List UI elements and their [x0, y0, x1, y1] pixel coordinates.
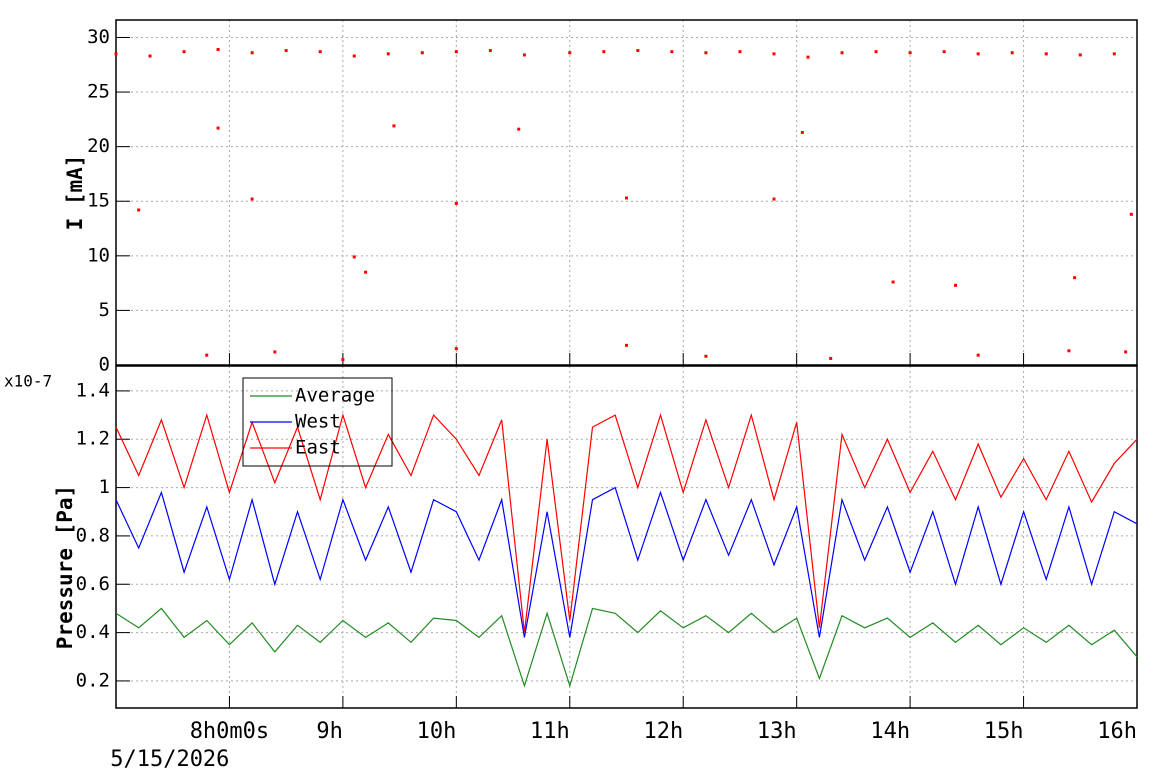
y-tick-label: 30	[87, 26, 110, 48]
data-point	[976, 52, 980, 56]
data-point	[1078, 53, 1082, 57]
series-line	[115, 412, 1138, 633]
data-point	[840, 51, 844, 55]
data-point	[352, 255, 356, 259]
x-tick-label: 9h	[316, 719, 343, 744]
data-point	[636, 49, 640, 53]
data-point	[738, 50, 742, 54]
legend-label: East	[295, 437, 341, 459]
data-point	[420, 51, 424, 55]
data-point	[772, 197, 776, 201]
data-point	[602, 50, 606, 54]
legend-box	[242, 377, 393, 467]
data-point	[874, 50, 878, 54]
y-tick-label: 0.2	[76, 669, 110, 691]
x-tick-label: 12h	[643, 719, 683, 744]
data-point	[800, 130, 804, 134]
y-tick-label: 0.6	[76, 573, 110, 595]
data-point	[1129, 212, 1133, 216]
data-point	[891, 280, 895, 284]
data-point	[517, 127, 521, 131]
data-point	[386, 52, 390, 56]
data-point	[488, 49, 492, 53]
data-point	[454, 50, 458, 54]
y-tick-label: 20	[87, 135, 110, 157]
y-tick-label: 1.4	[76, 379, 110, 401]
data-point	[1112, 52, 1116, 56]
data-point	[454, 347, 458, 351]
data-point	[670, 50, 674, 54]
x-tick-label: 8h0m0s	[190, 719, 269, 744]
data-point	[976, 353, 980, 357]
data-point	[250, 197, 254, 201]
y-axis-title: Pressure [Pa]	[53, 485, 77, 649]
data-point	[137, 208, 141, 212]
y-tick-label: 0.8	[76, 524, 110, 546]
data-point	[318, 50, 322, 54]
data-point	[1010, 51, 1014, 55]
data-point	[341, 358, 345, 362]
data-point	[182, 50, 186, 54]
data-point	[1044, 52, 1048, 56]
y-tick-label: 1	[99, 476, 110, 498]
data-point	[625, 196, 628, 200]
x-tick-label: 15h	[984, 719, 1024, 744]
y-tick-label: 1.2	[76, 428, 110, 450]
data-point	[704, 51, 708, 55]
x-tick-label: 10h	[417, 719, 457, 744]
data-point	[148, 54, 152, 58]
y-multiplier: x10-7	[4, 372, 52, 391]
y-tick-label: 5	[99, 299, 110, 321]
data-point	[284, 49, 288, 53]
series-line	[115, 486, 1138, 638]
data-point	[522, 53, 526, 57]
data-point	[114, 52, 118, 56]
x-tick-label: 14h	[870, 719, 910, 744]
x-tick-label: 11h	[530, 719, 570, 744]
data-point	[392, 124, 396, 128]
data-point	[1073, 276, 1077, 280]
y-axis-title: I [mA]	[63, 155, 87, 231]
data-point	[806, 55, 810, 59]
legend-label: Average	[295, 385, 375, 407]
data-point	[1067, 349, 1071, 353]
data-point	[953, 283, 957, 287]
x-date-label: 5/15/2026	[110, 747, 229, 772]
data-point	[364, 270, 368, 274]
y-tick-label: 10	[87, 244, 110, 266]
data-point	[1124, 350, 1128, 354]
data-point	[216, 126, 220, 130]
x-tick-label: 13h	[757, 719, 797, 744]
y-tick-label: 0	[99, 354, 110, 376]
data-point	[704, 354, 708, 358]
plot-frame	[115, 19, 1138, 366]
plot-frame	[115, 365, 1138, 709]
data-point	[205, 353, 209, 357]
data-point	[568, 51, 572, 55]
y-tick-label: 0.4	[76, 621, 110, 643]
data-point	[454, 201, 458, 205]
data-point	[216, 47, 220, 51]
data-point	[273, 350, 277, 354]
data-point	[829, 356, 833, 360]
data-point	[772, 52, 776, 56]
data-point	[250, 51, 254, 55]
legend-label: West	[295, 411, 341, 433]
y-tick-label: 15	[87, 190, 110, 212]
data-point	[352, 54, 356, 58]
series-line	[115, 607, 1138, 688]
data-point	[942, 50, 946, 54]
y-tick-label: 25	[87, 81, 110, 103]
data-point	[625, 343, 628, 347]
data-point	[908, 51, 912, 55]
x-tick-label: 16h	[1097, 719, 1137, 744]
